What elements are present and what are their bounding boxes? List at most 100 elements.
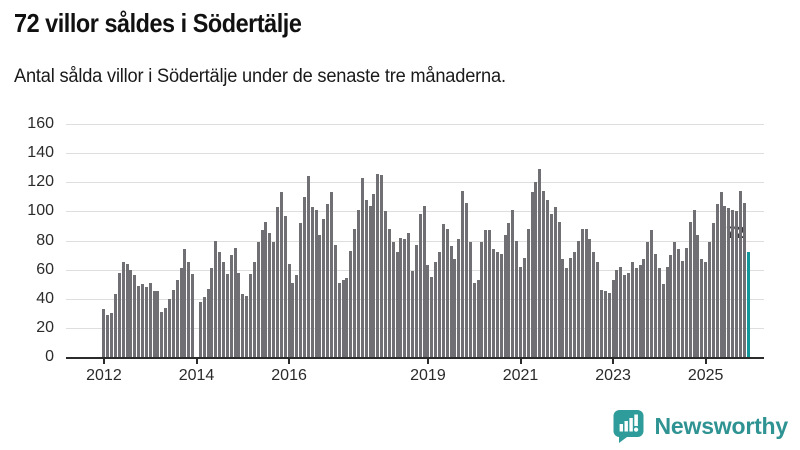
bar: [110, 313, 114, 357]
x-axis-tick-label: 2014: [178, 367, 215, 384]
x-axis-tick: [195, 359, 198, 364]
bar: [345, 278, 349, 357]
bar: [457, 239, 461, 357]
bar: [356, 209, 360, 357]
bar: [368, 205, 372, 357]
bar: [688, 221, 692, 357]
bar: [468, 241, 472, 357]
bar: [144, 287, 148, 357]
x-axis-tick: [612, 359, 615, 364]
bar: [171, 290, 175, 357]
bar: [383, 211, 387, 357]
bar: [565, 268, 569, 357]
bar: [187, 262, 191, 357]
bar: [206, 288, 210, 357]
bar: [272, 241, 276, 357]
bar: [380, 174, 384, 357]
brand-name: Newsworthy: [654, 412, 789, 439]
bar: [237, 272, 241, 357]
bar: [333, 244, 337, 357]
bar: [441, 224, 445, 357]
x-axis-tick: [288, 359, 291, 364]
bar: [522, 257, 526, 357]
bar: [723, 205, 727, 357]
newsworthy-logo[interactable]: Newsworthy: [612, 408, 788, 444]
bar: [121, 262, 125, 357]
bar: [102, 308, 106, 357]
bar: [214, 240, 218, 357]
bar: [653, 253, 657, 357]
bar: [302, 196, 306, 357]
bar: [218, 252, 222, 357]
bar: [657, 268, 661, 357]
bar: [353, 228, 357, 357]
highlight-bar: [746, 252, 750, 357]
bar: [279, 192, 283, 357]
bar: [252, 262, 256, 357]
bar: [410, 271, 414, 357]
bar: [626, 272, 630, 357]
x-axis-tick-label: 2012: [86, 367, 122, 384]
bar: [700, 259, 704, 357]
bar: [322, 218, 326, 357]
bar: [117, 272, 121, 357]
y-axis-tick-label: 60: [36, 260, 54, 278]
bar: [623, 275, 627, 357]
x-axis-tick-label: 2021: [502, 367, 539, 384]
bar: [704, 262, 708, 357]
bar: [518, 266, 522, 357]
bar: [306, 176, 310, 357]
x-axis-tick-label: 2016: [271, 367, 307, 384]
bar: [638, 265, 642, 357]
y-axis-tick-label: 140: [27, 144, 54, 162]
bar: [588, 239, 592, 357]
bar: [480, 241, 484, 357]
bar: [592, 252, 596, 357]
bar: [542, 191, 546, 357]
bar: [179, 268, 183, 357]
plot-area: 72: [66, 124, 764, 359]
bar: [399, 237, 403, 357]
bar: [684, 247, 688, 357]
bar: [225, 274, 229, 357]
bar: [256, 241, 260, 357]
bar: [731, 209, 735, 357]
bar: [557, 221, 561, 357]
bar: [503, 234, 507, 357]
bar: [534, 182, 538, 357]
bar: [507, 223, 511, 357]
bar: [599, 290, 603, 357]
bar: [414, 244, 418, 357]
bar: [407, 233, 411, 357]
bar: [245, 295, 249, 357]
bar: [395, 252, 399, 357]
chart-subtitle: Antal sålda villor i Södertälje under de…: [14, 66, 506, 87]
bar: [580, 228, 584, 357]
bar: [545, 199, 549, 357]
bar: [619, 266, 623, 357]
gridline: [66, 124, 764, 125]
x-axis-tick: [426, 359, 429, 364]
bar: [360, 177, 364, 357]
bar: [129, 269, 133, 357]
bar: [426, 265, 430, 357]
bar: [484, 230, 488, 357]
bar: [198, 301, 202, 357]
bar: [248, 274, 252, 357]
bar: [603, 291, 607, 357]
bar: [634, 268, 638, 357]
bar: [175, 279, 179, 357]
bar: [183, 249, 187, 357]
bar: [572, 252, 576, 357]
bar: [738, 191, 742, 357]
bar: [113, 294, 117, 357]
y-axis-tick-label: 100: [27, 202, 54, 220]
bar: [372, 193, 376, 357]
bar: [650, 230, 654, 357]
bar: [418, 214, 422, 357]
gridline: [66, 211, 764, 213]
bar: [233, 247, 237, 357]
bar: [491, 249, 495, 357]
bar: [341, 279, 345, 357]
bar: [148, 282, 152, 357]
